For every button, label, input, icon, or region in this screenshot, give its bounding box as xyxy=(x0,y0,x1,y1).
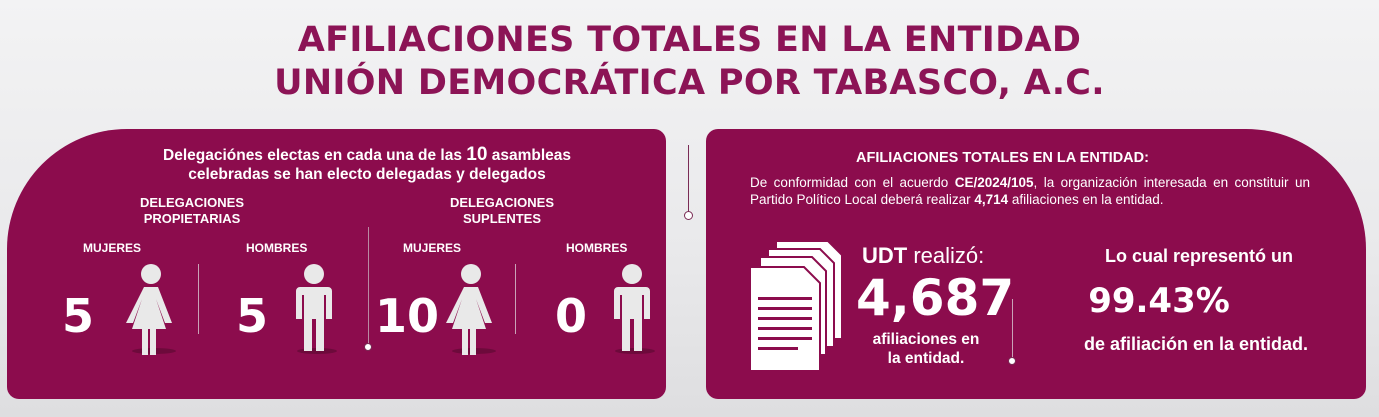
description-before: De conformidad con el acuerdo xyxy=(750,175,955,190)
stats-divider-dot xyxy=(1008,357,1016,365)
percentage-label: de afiliación en la entidad. xyxy=(1083,334,1309,354)
divider-propietarias xyxy=(198,264,199,334)
stats-divider xyxy=(1012,299,1013,359)
suplentes-heading: DELEGACIONES SUPLENTES xyxy=(437,195,567,227)
propietarias-men-label: HOMBRES xyxy=(246,241,308,255)
woman-icon xyxy=(446,264,496,355)
propietarias-heading-line1: DELEGACIONES xyxy=(139,195,244,210)
intro-text-after: asambleas xyxy=(487,147,571,164)
affiliations-caption-line1: afiliaciones en xyxy=(872,331,980,348)
divider-suplentes xyxy=(515,264,516,334)
required-affiliations: 4,714 xyxy=(974,191,1009,207)
delegations-intro: Delegaciónes electas en cada una de las … xyxy=(107,145,627,184)
description-middle: , la organización interesada en constitu… xyxy=(750,175,1310,207)
affiliations-count: 4,687 xyxy=(856,269,1015,327)
panel-connector-dot xyxy=(684,211,693,220)
affiliation-percentage: 99.43% xyxy=(1088,281,1230,321)
group-divider xyxy=(368,227,369,345)
affiliations-caption: afiliaciones en la entidad. xyxy=(856,330,996,368)
agreement-code: CE/2024/105 xyxy=(954,175,1034,190)
affiliations-description: De conformidad con el acuerdo CE/2024/10… xyxy=(750,175,1310,208)
affiliations-heading: AFILIACIONES TOTALES EN LA ENTIDAD: xyxy=(856,150,1149,166)
man-icon xyxy=(614,264,655,354)
intro-text-line2: celebradas se han electo delegadas y del… xyxy=(188,166,546,183)
title-line-1: AFILIACIONES TOTALES EN LA ENTIDAD xyxy=(297,20,1082,60)
suplentes-heading-line2: SUPLENTES xyxy=(462,211,541,226)
propietarias-women-label: MUJERES xyxy=(83,241,142,255)
intro-assemblies-number: 10 xyxy=(466,144,488,165)
suplentes-women-count: 10 xyxy=(375,289,440,343)
propietarias-heading-line2: PROPIETARIAS xyxy=(143,211,241,226)
man-icon xyxy=(296,264,337,354)
intro-text-before: Delegaciónes electas en cada una de las xyxy=(163,147,467,164)
propietarias-men-count: 5 xyxy=(236,289,269,343)
suplentes-men-label: HOMBRES xyxy=(566,241,628,255)
udt-realized: UDT realizó: xyxy=(862,243,984,269)
suplentes-heading-line1: DELEGACIONES xyxy=(449,195,554,210)
affiliations-caption-line2: la entidad. xyxy=(887,350,965,367)
documents-icon xyxy=(749,240,843,372)
group-divider-dot xyxy=(364,343,372,351)
delegations-panel: Delegaciónes electas en cada una de las … xyxy=(7,129,666,399)
propietarias-women-count: 5 xyxy=(62,289,95,343)
suplentes-men-count: 0 xyxy=(555,289,588,343)
realized-label: realizó: xyxy=(907,243,985,268)
panel-connector-line xyxy=(688,145,689,215)
affiliations-panel: AFILIACIONES TOTALES EN LA ENTIDAD: De c… xyxy=(706,129,1366,399)
woman-icon xyxy=(126,264,176,355)
represented-label: Lo cual representó un xyxy=(1104,246,1294,266)
title-line-2: UNIÓN DEMOCRÁTICA POR TABASCO, A.C. xyxy=(274,63,1105,103)
propietarias-heading: DELEGACIONES PROPIETARIAS xyxy=(117,195,267,227)
org-short-name: UDT xyxy=(862,243,908,268)
description-after: afiliaciones en la entidad. xyxy=(1008,191,1164,207)
suplentes-women-label: MUJERES xyxy=(403,241,462,255)
